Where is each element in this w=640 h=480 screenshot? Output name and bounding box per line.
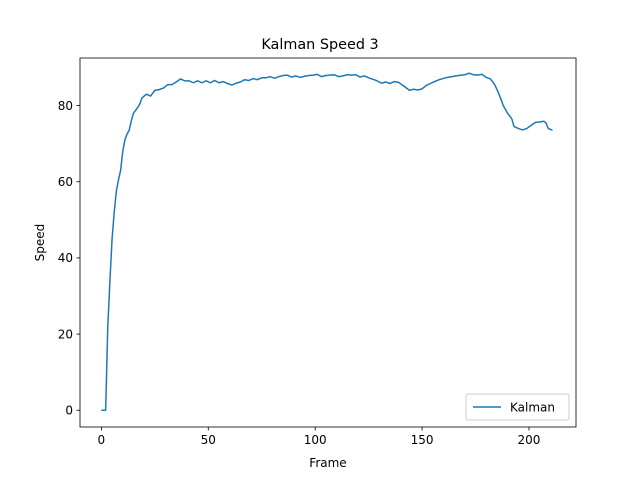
legend-box [465,393,570,421]
x-tick-label: 200 [518,433,541,447]
y-tick-label: 40 [58,251,73,265]
y-tick-label: 0 [65,404,73,418]
y-tick-label: 20 [58,327,73,341]
x-axis-label: Frame [309,456,346,470]
y-tick-label: 60 [58,175,73,189]
y-axis-label: Speed [33,224,47,262]
series-layer [101,72,553,411]
x-tick-label: 50 [201,433,216,447]
x-tick-label: 100 [304,433,327,447]
x-axis: 0 50 100 150 200 [98,427,541,447]
x-tick-label: 150 [411,433,434,447]
legend-label-kalman: Kalman [510,401,555,415]
chart-title: Kalman Speed 3 [261,37,378,53]
y-axis: 0 20 40 60 80 [58,99,80,418]
series-line-kalman [101,72,553,411]
y-tick-label: 80 [58,99,73,113]
x-tick-label: 0 [98,433,106,447]
legend: Kalman [465,393,570,421]
plot-area [79,57,577,428]
